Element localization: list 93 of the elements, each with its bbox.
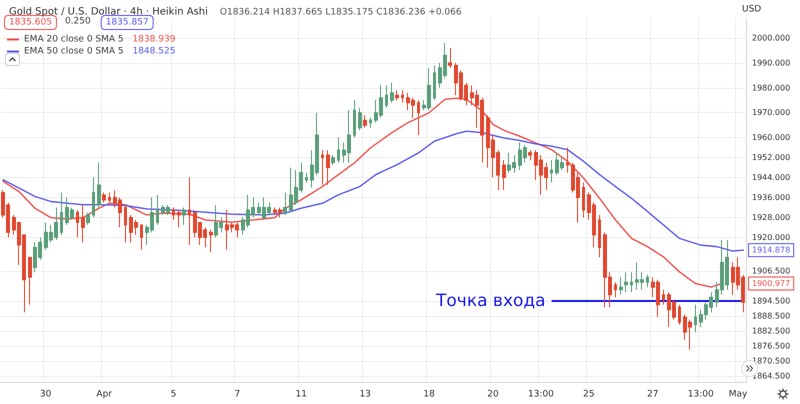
x-tick-label: 13:00 bbox=[688, 390, 714, 400]
line-series bbox=[2, 130, 744, 252]
x-tick-label: 13 bbox=[359, 390, 371, 400]
y-tick-label: 1876.500 bbox=[752, 341, 790, 350]
y-tick-label: 1970.000 bbox=[752, 108, 790, 118]
candlestick bbox=[401, 90, 404, 104]
candlestick bbox=[60, 192, 63, 236]
y-tick-label: 1920.000 bbox=[752, 232, 790, 242]
candlestick bbox=[550, 160, 553, 184]
y-axis-title: USD bbox=[742, 4, 762, 14]
ref-line-label: Точка входа bbox=[435, 290, 546, 311]
candlestick bbox=[140, 224, 143, 250]
annotation: 1848.525 bbox=[132, 46, 176, 56]
y-tick-label: 1944.000 bbox=[752, 173, 790, 182]
annotation: 1835.605 bbox=[9, 18, 52, 28]
candlestick bbox=[326, 150, 330, 186]
candlestick bbox=[614, 282, 617, 298]
y-tick-label: 1888.500 bbox=[752, 311, 790, 320]
candlestick bbox=[92, 177, 95, 218]
x-tick-label: Apr bbox=[96, 390, 112, 400]
candlestick bbox=[209, 229, 213, 253]
y-tick-label: 1952.000 bbox=[752, 153, 790, 162]
candlestick bbox=[619, 276, 623, 296]
candlestick bbox=[433, 64, 436, 101]
candlestick bbox=[448, 47, 452, 68]
candlestick bbox=[102, 192, 106, 203]
y-tick-label: 1882.500 bbox=[752, 326, 790, 336]
y-tick-label: 1894.500 bbox=[752, 296, 790, 306]
candlestick bbox=[177, 209, 181, 228]
candlestick bbox=[598, 214, 601, 258]
candlestick bbox=[182, 206, 186, 226]
chart-subtitle: O1836.214 H1837.665 L1835.175 C1836.236 +0.066 bbox=[220, 8, 462, 18]
candlestick bbox=[502, 160, 506, 191]
x-tick-label: 20 bbox=[487, 390, 500, 400]
y-tick-label: 1906.500 bbox=[752, 266, 790, 276]
candlestick bbox=[417, 100, 420, 136]
candlestick bbox=[81, 204, 85, 243]
candlestick bbox=[283, 192, 287, 216]
x-tick-label: 7 bbox=[234, 390, 240, 400]
candlestick bbox=[363, 114, 367, 128]
annotation: 0.250 bbox=[64, 16, 91, 26]
y-tick-label: 1870.500 bbox=[752, 356, 790, 366]
candlestick bbox=[28, 256, 32, 306]
candlestick bbox=[369, 117, 372, 128]
y-tick-label: 1864.500 bbox=[752, 371, 790, 380]
text: 1914.878 bbox=[752, 246, 790, 255]
legend-label: EMA 50 close 0 SMA 5 bbox=[24, 46, 126, 56]
candlestick bbox=[358, 107, 362, 131]
x-tick-label: 30 bbox=[40, 390, 52, 400]
candlestick bbox=[124, 204, 127, 243]
candlestick bbox=[331, 154, 335, 166]
y-tick-label: 2000.000 bbox=[752, 33, 790, 42]
candlestick bbox=[305, 172, 308, 184]
candlestick bbox=[385, 84, 388, 108]
candlestick bbox=[624, 272, 628, 293]
y-tick-label: 1936.000 bbox=[752, 193, 790, 202]
candlestick bbox=[97, 162, 101, 208]
candlestick bbox=[582, 182, 585, 218]
y-tick-label: 1980.000 bbox=[752, 83, 790, 92]
candlestick bbox=[646, 274, 649, 288]
x-tick-label: May bbox=[728, 390, 748, 400]
x-tick-label: 18 bbox=[423, 390, 436, 400]
x-tick-label: 27 bbox=[647, 390, 659, 400]
candlestick bbox=[694, 304, 697, 333]
x-tick-label: 25 bbox=[583, 390, 595, 400]
candlestick bbox=[86, 212, 90, 226]
candlestick bbox=[390, 82, 394, 104]
annotation: 1838.939 bbox=[132, 34, 176, 44]
candlestick bbox=[156, 194, 159, 226]
candlestick bbox=[630, 272, 633, 293]
y-tick-label: 1928.000 bbox=[752, 212, 790, 222]
candlestick bbox=[395, 90, 399, 101]
x-tick-label: 11 bbox=[296, 390, 307, 400]
y-tick-label: 1990.000 bbox=[752, 58, 790, 68]
x-tick-label: 13:00 bbox=[528, 390, 554, 400]
candlestick bbox=[566, 147, 569, 174]
line-series bbox=[2, 98, 723, 288]
text: 1900.977 bbox=[752, 279, 790, 288]
candlestick bbox=[662, 289, 665, 306]
candlestick bbox=[188, 177, 191, 246]
candlestick bbox=[678, 304, 681, 326]
chart-title: Gold Spot / U.S. Dollar · 4h · Heikin Ashi bbox=[9, 6, 208, 18]
legend-label: EMA 20 close 0 SMA 5 bbox=[24, 34, 126, 44]
candlestick bbox=[108, 192, 111, 203]
x-tick-label: 5 bbox=[170, 390, 176, 400]
y-tick-label: 1960.000 bbox=[752, 133, 790, 142]
candlestick bbox=[321, 150, 324, 186]
candlestick bbox=[353, 100, 356, 138]
annotation: 1835.857 bbox=[106, 18, 149, 28]
candlestick bbox=[528, 150, 532, 161]
candlestick bbox=[172, 206, 175, 220]
candlestick bbox=[76, 209, 79, 238]
candlestick bbox=[337, 137, 340, 164]
